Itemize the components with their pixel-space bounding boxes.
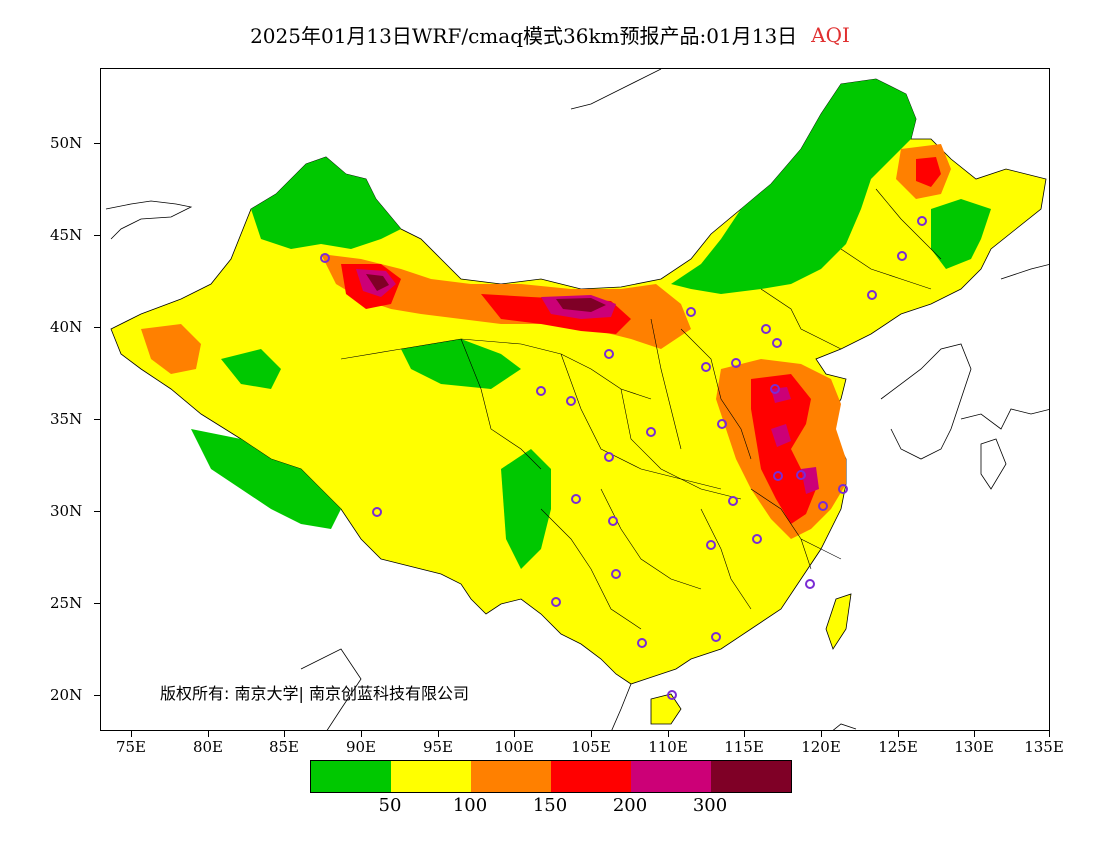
aqi-unhealthy-heilongjiang: [916, 157, 941, 187]
title-main: 2025年01月13日WRF/cmaq模式36km预报产品:01月13日: [250, 24, 798, 48]
lon-tick: [821, 731, 822, 737]
lon-tick: [974, 731, 975, 737]
lat-tick: [94, 695, 100, 696]
aqi-good-taiwan: [825, 593, 852, 650]
lat-label-35n: 35N: [50, 410, 83, 428]
aqi-good-xinjiang-north: [251, 157, 401, 249]
lon-tick: [131, 731, 132, 737]
aqi-unhealthy-east: [751, 374, 816, 524]
lon-tick: [744, 731, 745, 737]
lat-label-20n: 20N: [50, 686, 83, 704]
legend-label-150: 150: [532, 795, 568, 816]
legend-label-50: 50: [378, 795, 402, 816]
legend-label-200: 200: [612, 795, 648, 816]
aqi-very-unhealthy-east-3: [771, 387, 791, 403]
lat-tick: [94, 603, 100, 604]
lat-label-45n: 45N: [50, 226, 83, 244]
aqi-good-hainan: [650, 693, 682, 725]
title-variable: AQI: [811, 22, 850, 47]
lon-tick: [361, 731, 362, 737]
lon-label-85e: 85E: [268, 738, 300, 756]
legend-label-300: 300: [692, 795, 728, 816]
lon-label-75e: 75E: [115, 738, 147, 756]
lon-label-90e: 90E: [345, 738, 377, 756]
legend-label-100: 100: [452, 795, 488, 816]
aqi-sensitive-xinjiang: [141, 324, 201, 374]
lon-label-125e: 125E: [878, 738, 918, 756]
lat-tick: [94, 327, 100, 328]
lon-label-80e: 80E: [192, 738, 224, 756]
legend-swatch-4: [551, 761, 631, 792]
legend-swatch-6: [711, 761, 791, 792]
station-markers: [320, 216, 927, 700]
lon-label-120e: 120E: [801, 738, 841, 756]
lat-label-50n: 50N: [50, 134, 83, 152]
aqi-hazardous-mongolia: [556, 298, 606, 312]
legend-swatch-2: [391, 761, 471, 792]
lon-label-100e: 100E: [494, 738, 534, 756]
aqi-hazardous-xinjiang: [366, 274, 389, 291]
lon-label-105e: 105E: [571, 738, 611, 756]
lon-tick: [898, 731, 899, 737]
lon-tick: [284, 731, 285, 737]
lat-label-30n: 30N: [50, 502, 83, 520]
aqi-good-xinjiang-mid: [221, 349, 281, 389]
legend-swatch-1: [311, 761, 391, 792]
aqi-good-northeast: [671, 79, 916, 294]
province-borders: [340, 188, 942, 630]
lon-label-110e: 110E: [648, 738, 688, 756]
lon-tick: [208, 731, 209, 737]
lat-tick: [94, 235, 100, 236]
lon-tick: [1049, 731, 1050, 737]
lon-label-130e: 130E: [954, 738, 994, 756]
aqi-good-northeast-2: [931, 199, 991, 269]
lon-label-115e: 115E: [724, 738, 764, 756]
lon-tick: [668, 731, 669, 737]
aqi-very-unhealthy-east-1: [771, 424, 791, 447]
lat-tick: [94, 419, 100, 420]
aqi-good-sichuan-west: [501, 449, 551, 569]
aqi-map: [105, 69, 1049, 730]
lon-label-135e: 135E: [1024, 738, 1064, 756]
lon-tick: [438, 731, 439, 737]
legend-swatch-5: [631, 761, 711, 792]
lon-tick: [514, 731, 515, 737]
lon-tick: [591, 731, 592, 737]
neighbor-coastlines: [105, 69, 1049, 730]
lat-label-40n: 40N: [50, 318, 83, 336]
chart-title: 2025年01月13日WRF/cmaq模式36km预报产品:01月13日 AQI: [0, 20, 1100, 50]
lat-label-25n: 25N: [50, 594, 83, 612]
aqi-good-qinghai: [401, 339, 521, 389]
lat-tick: [94, 143, 100, 144]
color-legend: [310, 760, 792, 793]
lon-label-95e: 95E: [422, 738, 454, 756]
copyright-text: 版权所有: 南京大学| 南京创蓝科技有限公司: [160, 684, 469, 703]
map-frame: [100, 68, 1050, 731]
lat-tick: [94, 511, 100, 512]
aqi-good-tibet: [191, 429, 341, 529]
legend-swatch-3: [471, 761, 551, 792]
